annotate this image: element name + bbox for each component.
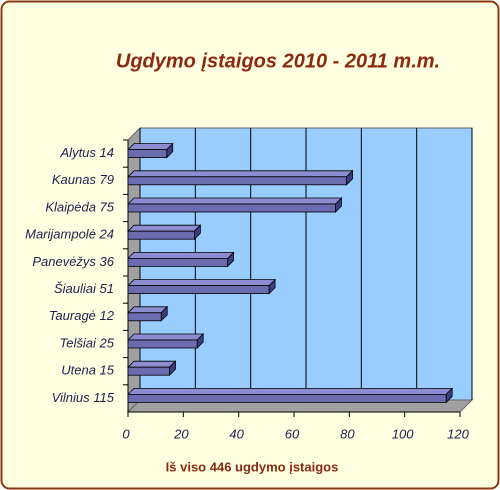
bar-front	[127, 366, 170, 376]
bar	[127, 169, 354, 186]
bar-front	[127, 312, 162, 322]
bar	[127, 197, 343, 213]
bar-front	[127, 285, 270, 295]
bar-top	[127, 224, 202, 232]
x-axis-label: Iš viso 446 ugdymo įstaigos	[166, 459, 339, 474]
y-tick-label: Telšiai 25	[60, 335, 115, 350]
bar-front	[127, 176, 347, 186]
bar-top	[127, 279, 277, 287]
y-tick-label: Klaipėda 75	[45, 199, 114, 214]
bar-front	[127, 257, 228, 267]
y-tick-label: Tauragė 12	[49, 308, 115, 323]
y-tick-label: Kaunas 79	[52, 172, 114, 187]
bar-front	[127, 393, 447, 403]
bar-top	[127, 170, 354, 178]
x-tick-label: 80	[340, 426, 355, 441]
bar	[127, 224, 202, 241]
bar	[127, 251, 235, 268]
y-tick-label: Vilnius 115	[52, 390, 115, 405]
bar	[127, 305, 169, 322]
y-tick-label: Šiauliai 51	[54, 281, 114, 296]
bar-top	[127, 251, 235, 259]
y-tick-label: Marijampolė 24	[25, 227, 114, 242]
bar-top	[127, 387, 454, 395]
x-tick-label: 20	[173, 426, 189, 441]
bar-front	[127, 203, 336, 213]
bar	[127, 360, 177, 377]
bar-top	[127, 197, 343, 205]
y-tick-label: Panevėžys 36	[32, 254, 114, 269]
bar	[127, 142, 174, 159]
bar	[127, 278, 277, 295]
bar-front	[127, 339, 198, 349]
bar-front	[127, 149, 168, 159]
x-tick-label: 40	[229, 426, 244, 441]
x-tick-label: 100	[392, 426, 414, 441]
bar-top	[127, 306, 169, 314]
bar	[127, 387, 454, 404]
x-tick-label: 60	[285, 426, 300, 441]
x-tick-label: 0	[122, 426, 130, 441]
x-tick-label: 120	[447, 426, 469, 441]
chart-title: Ugdymo įstaigos 2010 - 2011 m.m.	[116, 50, 440, 72]
bar-top	[127, 360, 177, 368]
y-tick-label: Alytus 14	[60, 145, 114, 160]
bar-top	[127, 143, 174, 151]
bar	[127, 333, 205, 349]
bar-top	[127, 333, 205, 341]
y-tick-label: Utena 15	[61, 363, 115, 378]
bar-front	[127, 230, 195, 240]
